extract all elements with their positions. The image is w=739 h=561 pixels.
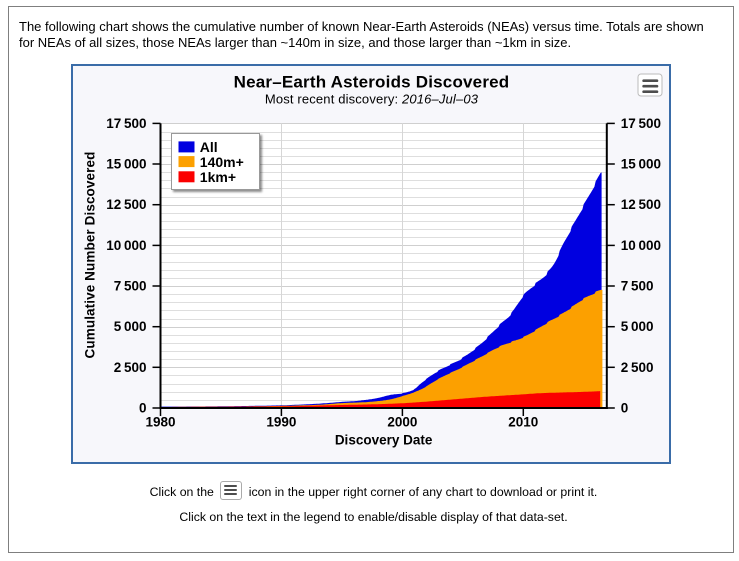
- svg-text:140m+: 140m+: [200, 154, 244, 170]
- svg-text:All: All: [200, 139, 218, 155]
- svg-text:15 000: 15 000: [621, 157, 661, 172]
- svg-text:Most recent discovery: 2016–Ju: Most recent discovery: 2016–Jul–03: [265, 91, 479, 106]
- svg-text:5 000: 5 000: [114, 319, 147, 334]
- svg-text:0: 0: [621, 401, 629, 416]
- svg-text:12 500: 12 500: [621, 197, 661, 212]
- svg-text:2010: 2010: [508, 414, 538, 429]
- svg-text:Near–Earth Asteroids Discovere: Near–Earth Asteroids Discovered: [234, 73, 510, 92]
- svg-text:1980: 1980: [145, 414, 175, 429]
- svg-text:10 000: 10 000: [106, 238, 146, 253]
- svg-text:2 500: 2 500: [114, 360, 147, 375]
- svg-text:Cumulative Number Discovered: Cumulative Number Discovered: [83, 152, 98, 359]
- svg-text:1km+: 1km+: [200, 169, 236, 185]
- svg-text:10 000: 10 000: [621, 238, 661, 253]
- svg-text:17 500: 17 500: [621, 116, 661, 131]
- svg-text:2 500: 2 500: [621, 360, 654, 375]
- svg-text:0: 0: [139, 401, 147, 416]
- svg-text:15 000: 15 000: [106, 157, 146, 172]
- svg-text:7 500: 7 500: [621, 279, 654, 294]
- svg-text:12 500: 12 500: [106, 197, 146, 212]
- svg-text:Discovery Date: Discovery Date: [335, 433, 433, 448]
- svg-text:5 000: 5 000: [621, 319, 654, 334]
- svg-text:1990: 1990: [266, 414, 296, 429]
- svg-text:17 500: 17 500: [106, 116, 146, 131]
- svg-text:7 500: 7 500: [114, 279, 147, 294]
- svg-text:2000: 2000: [387, 414, 417, 429]
